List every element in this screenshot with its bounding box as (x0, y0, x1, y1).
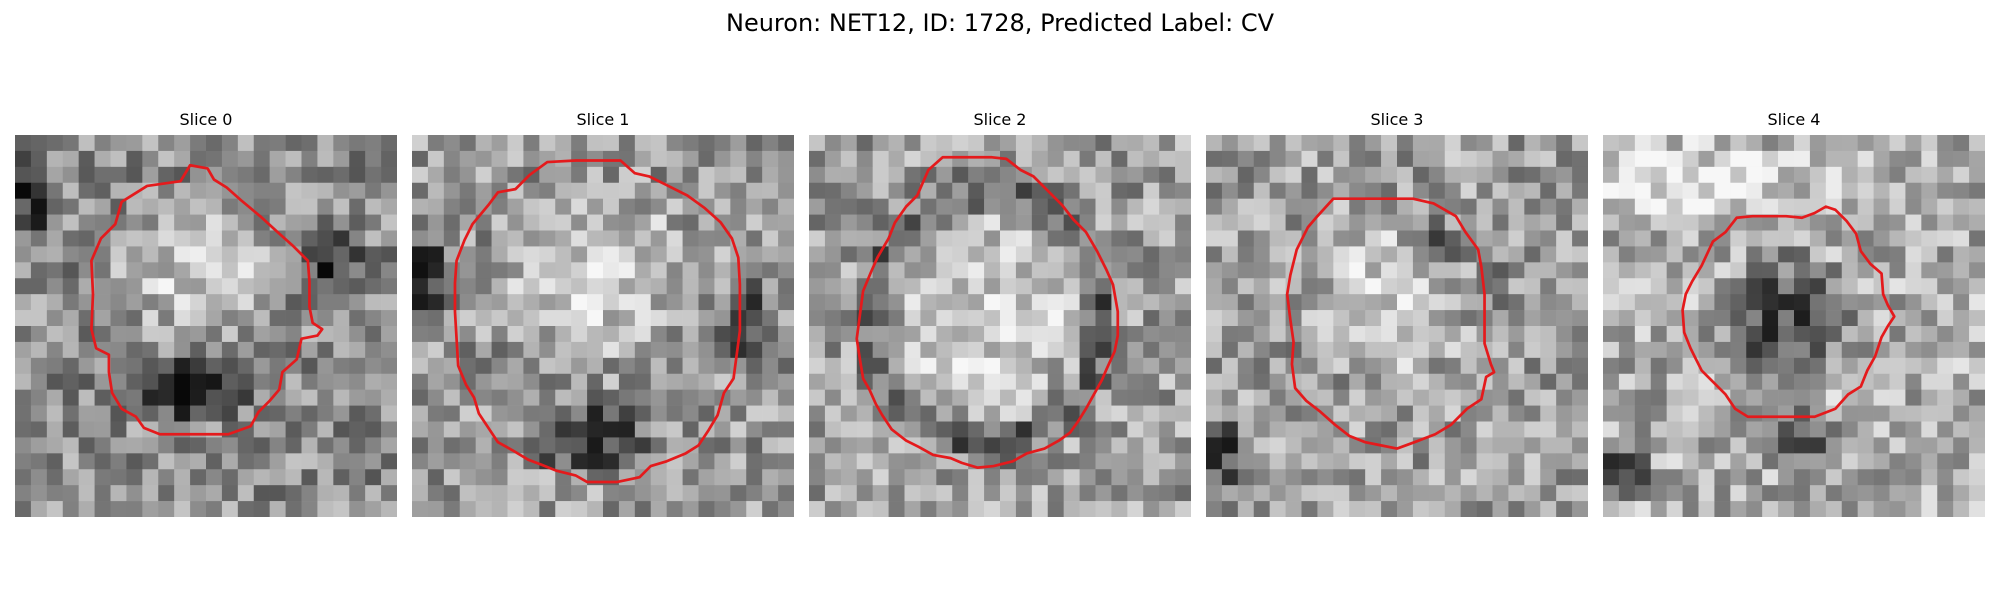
slice-panel-4: Slice 4 (1603, 108, 1985, 520)
slice-title: Slice 4 (1767, 110, 1821, 129)
slice-image (15, 135, 397, 517)
slice-panel-2: Slice 2 (809, 108, 1191, 520)
slice-title: Slice 0 (179, 110, 233, 129)
slice-title: Slice 3 (1370, 110, 1424, 129)
slice-panel-0: Slice 0 (15, 108, 397, 520)
slice-image (1206, 135, 1588, 517)
slice-image (412, 135, 794, 517)
figure-title: Neuron: NET12, ID: 1728, Predicted Label… (726, 9, 1274, 37)
slice-title: Slice 1 (576, 110, 630, 129)
slice-image (1603, 135, 1985, 517)
slice-panel-1: Slice 1 (412, 108, 794, 520)
cell-contour (855, 155, 1120, 470)
cell-contour (453, 159, 742, 484)
cell-contour (1285, 197, 1496, 450)
slice-image (809, 135, 1191, 517)
slice-panel-3: Slice 3 (1206, 108, 1588, 520)
cell-contour (1681, 205, 1896, 419)
cell-contour (90, 163, 324, 436)
slice-title: Slice 2 (973, 110, 1027, 129)
